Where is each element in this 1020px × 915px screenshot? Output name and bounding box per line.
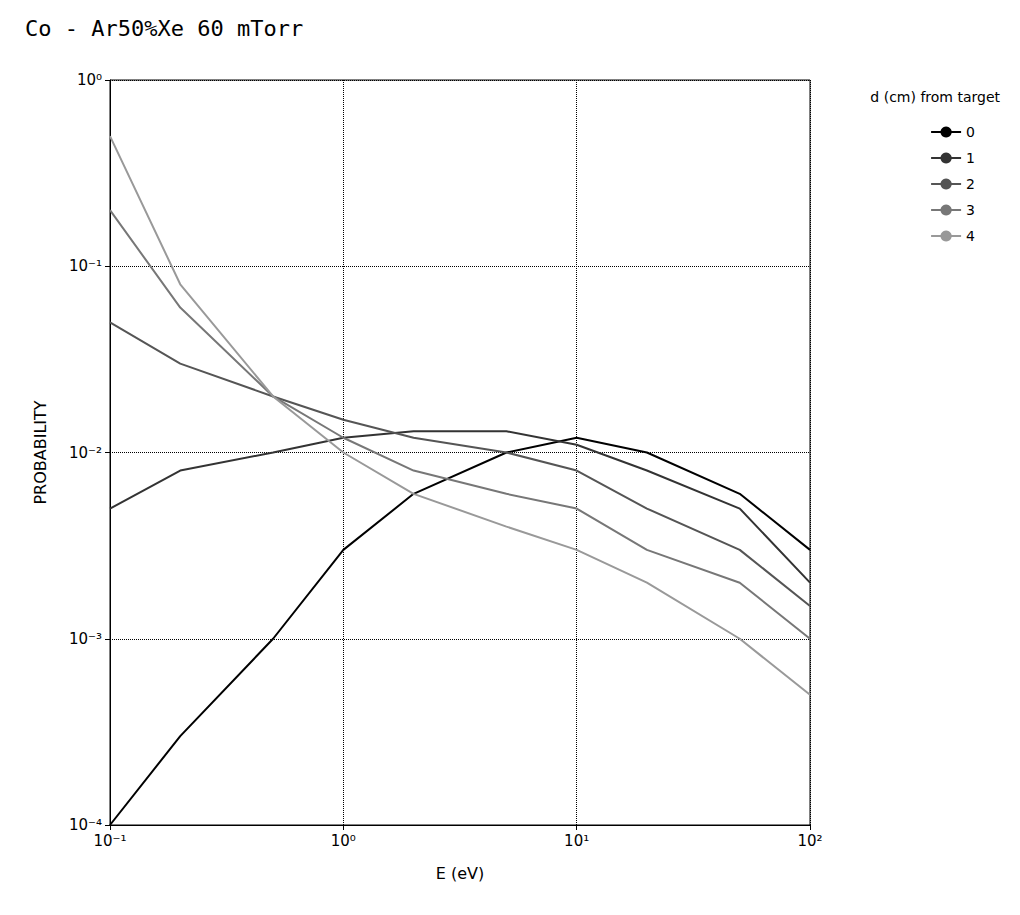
svg-text:10¹: 10¹ (564, 832, 589, 850)
svg-text:3: 3 (966, 202, 975, 218)
svg-text:0: 0 (966, 124, 975, 140)
svg-text:10⁻⁴: 10⁻⁴ (69, 816, 102, 834)
svg-text:d (cm) from target: d (cm) from target (870, 89, 1000, 105)
svg-text:10⁻¹: 10⁻¹ (69, 257, 102, 275)
svg-text:10⁰: 10⁰ (77, 71, 102, 89)
svg-text:10⁻³: 10⁻³ (69, 630, 102, 648)
svg-text:10⁰: 10⁰ (331, 832, 356, 850)
svg-text:Co - Ar50%Xe 60 mTorr: Co - Ar50%Xe 60 mTorr (25, 16, 303, 41)
svg-text:10²: 10² (797, 832, 822, 850)
svg-text:2: 2 (966, 176, 975, 192)
svg-text:10⁻¹: 10⁻¹ (93, 832, 126, 850)
svg-text:10⁻²: 10⁻² (69, 444, 102, 462)
svg-text:PROBABILITY: PROBABILITY (31, 400, 50, 504)
svg-text:4: 4 (966, 228, 975, 244)
svg-text:E (eV): E (eV) (436, 864, 484, 883)
svg-text:1: 1 (966, 150, 975, 166)
